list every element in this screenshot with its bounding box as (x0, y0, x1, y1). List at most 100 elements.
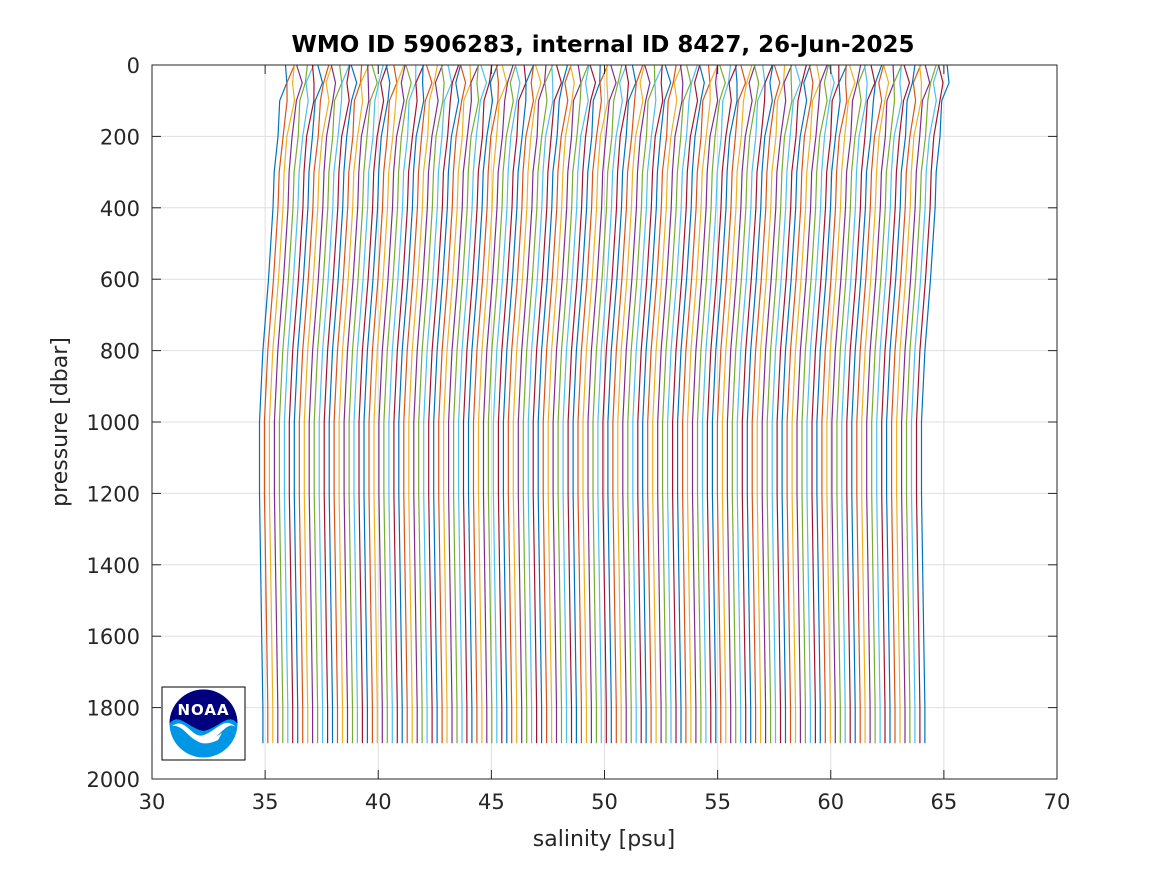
logo-text: NOAA (177, 701, 229, 719)
profile-line (467, 64, 499, 744)
profile-line (587, 64, 617, 744)
profile-line (801, 64, 829, 744)
x-tick-label: 45 (478, 790, 505, 814)
profile-line (413, 64, 443, 744)
profile-line (891, 64, 922, 744)
profile-line (572, 64, 601, 744)
profile-line (766, 64, 793, 744)
profile-line (398, 64, 425, 744)
profile-line (388, 64, 417, 744)
profile-line (567, 64, 597, 744)
profile-line (453, 64, 480, 744)
profile-line (731, 64, 760, 744)
profile-line (408, 64, 439, 744)
profile-line (358, 64, 388, 744)
profile-line (612, 64, 644, 744)
profile-line (811, 65, 840, 744)
profile-line (423, 64, 453, 744)
x-tick-label: 50 (591, 790, 618, 814)
profile-line (562, 64, 590, 744)
profile-line (761, 64, 793, 744)
profile-line (866, 64, 895, 744)
profile-line (836, 64, 867, 744)
profile-line (343, 64, 370, 744)
profile-line (448, 64, 480, 744)
profile-line (841, 64, 868, 744)
profile-line (622, 64, 651, 744)
profile-line (826, 64, 856, 744)
profile-line (701, 64, 732, 744)
profile-line (433, 64, 462, 744)
profile-line (502, 64, 535, 744)
profile-line (846, 64, 876, 744)
profile-line (318, 64, 350, 744)
x-tick-labels: 30 35 40 45 50 55 60 65 70 (139, 790, 1071, 814)
y-tick-label: 800 (100, 340, 140, 364)
profile-line (806, 64, 835, 744)
profile-line (383, 64, 412, 744)
profile-line (647, 64, 677, 744)
y-tick-label: 2000 (87, 768, 140, 792)
profile-line (781, 64, 811, 744)
profile-line (497, 64, 527, 744)
profile-line (458, 64, 488, 744)
profile-line (721, 64, 753, 744)
profile-line (517, 64, 547, 744)
logo-wave (172, 722, 236, 743)
profile-line (915, 64, 944, 744)
profile-line (373, 64, 405, 744)
y-tick-label: 1000 (87, 411, 140, 435)
profile-line (363, 64, 391, 744)
profile-line (682, 64, 711, 744)
chart-title: WMO ID 5906283, internal ID 8427, 26-Jun… (291, 32, 914, 58)
profile-line (691, 64, 719, 744)
noaa-logo: NOAA (161, 686, 246, 761)
profile-line (886, 64, 916, 744)
profile-line (597, 64, 627, 744)
profile-line (851, 64, 883, 744)
profile-line (582, 65, 609, 744)
profile-line (278, 64, 308, 744)
profile-line (428, 64, 460, 744)
profile-line (268, 64, 296, 744)
profile-line (910, 64, 940, 744)
ticks (151, 64, 1058, 780)
profile-line (273, 64, 303, 744)
profile-line (662, 64, 692, 744)
profile-line (920, 64, 950, 744)
profile-line (602, 64, 630, 744)
profile-line (353, 64, 384, 744)
profile-line (547, 64, 575, 744)
profile-line (487, 64, 517, 744)
profile-line (746, 64, 774, 744)
y-tick-label: 400 (100, 197, 140, 221)
profile-line (816, 64, 848, 744)
profile-line (861, 64, 890, 744)
x-axis-label: salinity [psu] (533, 827, 675, 852)
profile-line (896, 64, 923, 744)
profile-line (751, 64, 781, 744)
profile-line (791, 64, 821, 744)
profile-line (881, 64, 911, 744)
profile-line (393, 64, 425, 744)
y-tick-label: 1800 (87, 697, 140, 721)
x-tick-label: 65 (931, 790, 958, 814)
y-tick-label: 1400 (87, 554, 140, 578)
x-tick-label: 30 (139, 790, 166, 814)
y-tick-label: 600 (100, 268, 140, 292)
profile-line (482, 64, 514, 744)
profile-line (726, 64, 756, 744)
profile-line (696, 64, 726, 744)
profile-line (831, 64, 862, 744)
profile-line (592, 64, 623, 744)
profile-line (686, 64, 719, 744)
profile-line (776, 64, 807, 744)
x-tick-label: 70 (1044, 790, 1071, 814)
profile-line (771, 64, 801, 744)
profile-line (472, 64, 500, 744)
profile-line (667, 64, 698, 744)
profile-line (756, 64, 786, 744)
profile-line (876, 64, 903, 744)
profile-line (542, 64, 572, 744)
